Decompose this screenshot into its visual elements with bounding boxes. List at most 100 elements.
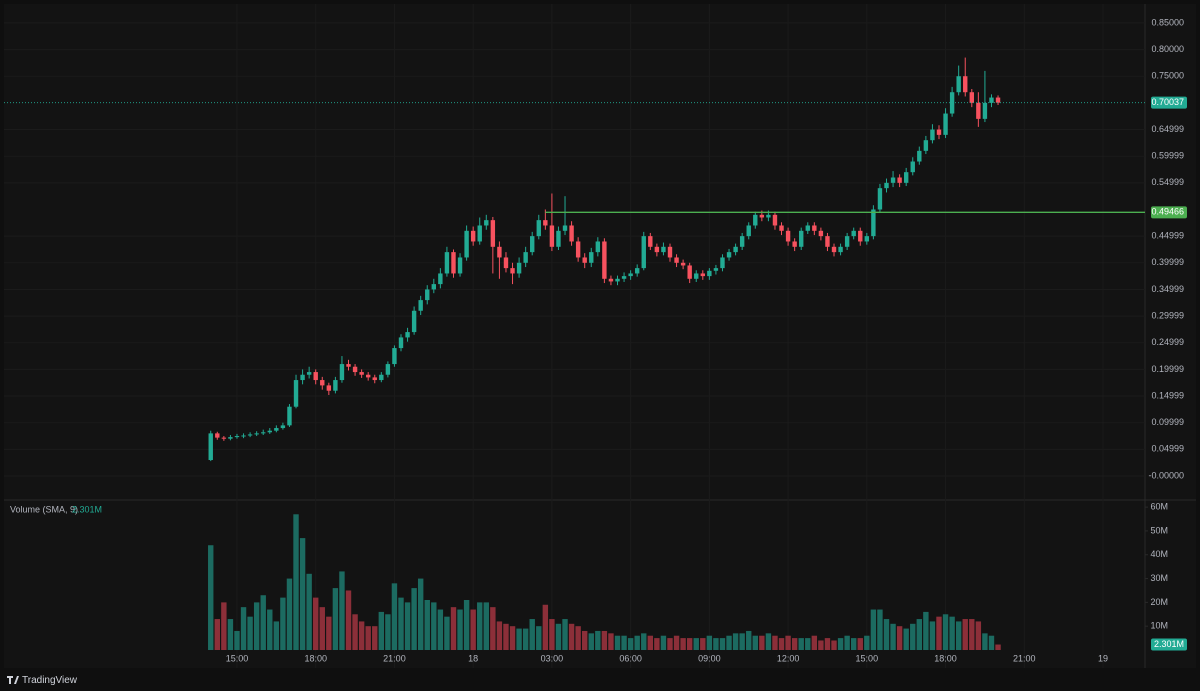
volume-bar bbox=[706, 635, 713, 650]
volume-bar bbox=[319, 607, 325, 650]
logo: TradingView bbox=[7, 675, 78, 686]
y-tick-label: 0.85000 bbox=[1151, 17, 1184, 27]
volume-bar bbox=[339, 571, 345, 650]
candle-body bbox=[779, 225, 784, 231]
y-tick-label: 0.04999 bbox=[1151, 444, 1184, 454]
volume-title: Volume (SMA, 9) bbox=[10, 504, 78, 514]
candle-body bbox=[503, 257, 509, 269]
candle-body bbox=[877, 188, 883, 210]
volume-bar bbox=[818, 640, 824, 650]
volume-bar bbox=[667, 638, 673, 650]
volume-bar bbox=[470, 609, 476, 650]
volume-bar bbox=[306, 573, 312, 650]
x-tick-label: 06:00 bbox=[619, 653, 642, 663]
candle-body bbox=[306, 372, 312, 375]
x-tick-label: 09:00 bbox=[698, 653, 721, 663]
candle-body bbox=[365, 374, 371, 378]
volume-bar bbox=[910, 623, 916, 650]
volume-bar bbox=[831, 640, 837, 650]
candle-body bbox=[418, 300, 423, 311]
volume-bar bbox=[385, 614, 391, 650]
candle-body bbox=[680, 262, 686, 266]
volume-bar bbox=[522, 628, 529, 650]
volume-bar bbox=[923, 611, 929, 650]
candle-body bbox=[543, 220, 548, 226]
candle-body bbox=[425, 289, 430, 301]
volume-bar bbox=[942, 614, 949, 650]
y-tick-label: 0.34999 bbox=[1151, 284, 1184, 294]
x-tick-label: 18:00 bbox=[934, 653, 957, 663]
volume-bar bbox=[208, 545, 214, 650]
volume-bar bbox=[299, 538, 306, 650]
plot-background bbox=[4, 4, 1196, 668]
volume-bar bbox=[621, 635, 627, 650]
candle-body bbox=[385, 364, 391, 375]
volume-bar bbox=[365, 626, 371, 650]
candle-body bbox=[739, 236, 745, 247]
candle-body bbox=[530, 236, 535, 253]
y-tick-label: 0.80000 bbox=[1151, 44, 1184, 54]
volume-bar bbox=[509, 626, 516, 650]
volume-bar bbox=[660, 635, 667, 650]
candle-body bbox=[477, 225, 482, 242]
candle-body bbox=[707, 270, 712, 277]
candle-body bbox=[589, 252, 594, 263]
candle-body bbox=[615, 278, 620, 282]
volume-bar bbox=[227, 619, 234, 650]
volume-bar bbox=[582, 630, 588, 650]
candle-body bbox=[831, 246, 837, 253]
candle-body bbox=[431, 284, 437, 290]
candle-body bbox=[556, 230, 561, 247]
candle-body bbox=[280, 425, 286, 429]
volume-bar bbox=[608, 633, 614, 650]
volume-tick-label: 10M bbox=[1150, 621, 1168, 631]
volume-bar bbox=[686, 638, 693, 650]
candle-body bbox=[667, 246, 673, 258]
candle-body bbox=[575, 241, 581, 258]
candle-body bbox=[234, 436, 240, 438]
volume-bar bbox=[260, 595, 266, 650]
volume-bar bbox=[352, 614, 358, 650]
volume-bar bbox=[903, 628, 909, 650]
candle-body bbox=[989, 97, 994, 103]
candle-body bbox=[444, 252, 450, 274]
volume-bar bbox=[313, 597, 319, 650]
volume-bar bbox=[516, 628, 522, 650]
y-tick-label: 0.54999 bbox=[1151, 177, 1184, 187]
volume-bar bbox=[391, 583, 398, 650]
volume-bar bbox=[411, 588, 417, 650]
candle-body bbox=[943, 113, 948, 135]
volume-bar bbox=[811, 635, 818, 650]
volume-bar bbox=[719, 638, 726, 650]
candle-body bbox=[674, 257, 679, 263]
x-tick-label: 18 bbox=[468, 653, 478, 663]
volume-bar bbox=[673, 635, 680, 650]
candle-body bbox=[602, 241, 607, 279]
y-tick-label: 0.75000 bbox=[1151, 71, 1184, 81]
volume-bar bbox=[286, 578, 293, 650]
volume-bar bbox=[345, 590, 352, 650]
candle-body bbox=[241, 435, 246, 437]
candle-body bbox=[339, 364, 345, 381]
volume-bar bbox=[995, 644, 1001, 650]
logo-icon bbox=[7, 676, 19, 684]
volume-bar bbox=[267, 609, 273, 650]
candle-body bbox=[759, 214, 765, 218]
candle-body bbox=[267, 430, 272, 433]
candle-body bbox=[608, 278, 614, 282]
candle-body bbox=[372, 377, 377, 381]
volume-value-box bbox=[1151, 638, 1187, 651]
y-tick-label: 0.14999 bbox=[1151, 390, 1184, 400]
candle-body bbox=[484, 220, 489, 226]
volume-bar bbox=[739, 633, 745, 650]
volume-bar bbox=[732, 633, 739, 650]
volume-bar bbox=[772, 635, 778, 650]
candle-body bbox=[287, 406, 292, 426]
candle-body bbox=[956, 76, 961, 93]
candle-body bbox=[799, 230, 804, 247]
volume-bar bbox=[542, 604, 549, 650]
candle-body bbox=[871, 209, 876, 237]
x-tick-label: 03:00 bbox=[541, 653, 564, 663]
x-tick-label: 15:00 bbox=[226, 653, 249, 663]
